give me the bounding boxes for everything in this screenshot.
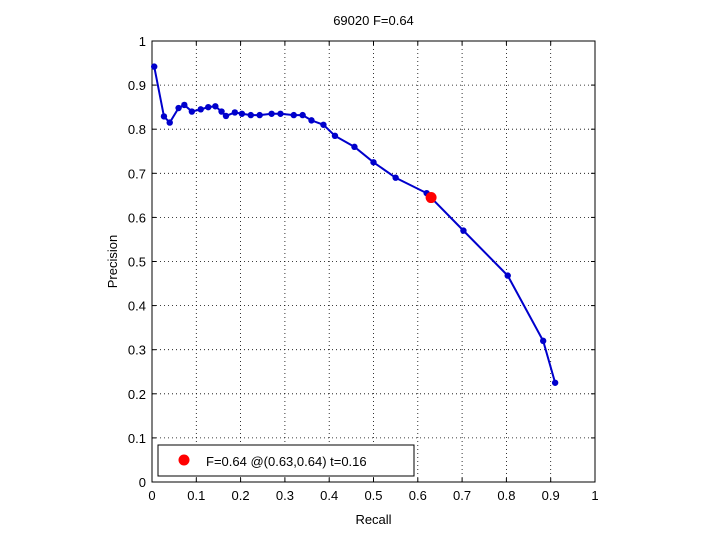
x-tick-label: 0.3 [276,488,294,503]
data-point [175,104,182,112]
data-point [197,106,204,113]
x-tick-label: 0.5 [364,488,382,503]
data-point [504,272,511,279]
x-tick-label: 0.2 [232,488,250,503]
y-tick-label: 0 [139,475,146,490]
legend-entry: F=0.64 @(0.63,0.64) t=0.16 [206,454,367,469]
x-tick-label: 0.1 [187,488,205,503]
data-point [290,111,297,119]
series-layer [151,63,559,386]
y-tick-label: 0.1 [128,431,146,446]
axis-ticks: 0 0.1 0.2 0.3 0.4 0.5 0.6 0.7 0.8 0.9 1 0 0.1 0.2 0.3 0… [128,34,599,503]
x-tick-label: 0.8 [497,488,515,503]
data-point [247,111,254,119]
data-point [320,121,327,128]
y-tick-label: 1 [139,34,146,49]
y-tick-label: 0.4 [128,299,146,314]
data-point [351,143,358,151]
x-tick-label: 0.7 [453,488,471,503]
legend-box [157,444,415,477]
data-point [268,110,275,117]
chart-title: 69020 F=0.64 [333,13,414,28]
data-point [160,113,168,120]
x-axis-label: Recall [355,512,391,527]
data-point [299,111,306,119]
data-point [238,110,246,117]
x-tick-label: 1 [591,488,598,503]
data-point [151,63,158,70]
series-line [153,66,557,384]
y-axis-label: Precision [105,235,120,288]
data-point [256,111,263,119]
legend-marker [178,454,190,466]
y-tick-label: 0.8 [128,122,146,137]
data-point [181,101,188,109]
data-point [460,227,467,234]
x-tick-label: 0.4 [320,488,338,503]
data-point [308,117,315,124]
data-point [222,112,230,120]
legend: F=0.64 @(0.63,0.64) t=0.16 [157,444,415,477]
data-point [166,119,173,126]
data-point [205,103,212,111]
data-point [231,109,239,116]
y-tick-label: 0.2 [128,387,146,402]
data-point [370,159,377,166]
data-point [551,379,559,386]
data-point [539,337,547,345]
x-tick-label: 0.6 [409,488,427,503]
data-point [218,108,225,115]
best-f-point [425,192,437,204]
y-tick-label: 0.7 [128,166,146,181]
x-tick-label: 0.9 [542,488,560,503]
y-tick-label: 0.6 [128,210,146,225]
data-point [188,108,196,115]
data-point [392,174,399,181]
y-tick-label: 0.5 [128,255,146,270]
data-point [331,132,339,140]
y-tick-label: 0.9 [128,78,146,93]
data-point [212,103,219,110]
y-tick-label: 0.3 [128,343,146,358]
grid [152,41,595,482]
x-tick-label: 0 [148,488,155,503]
data-point [277,110,284,117]
